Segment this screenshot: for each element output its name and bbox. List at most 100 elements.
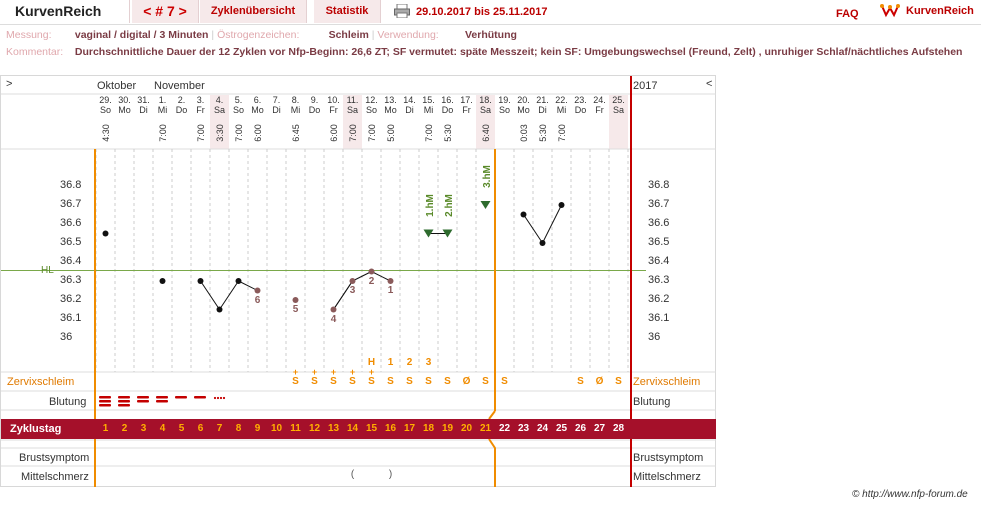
bleeding-mark [99,404,111,407]
day-header[interactable]: 22. Mi [552,95,571,149]
day-header[interactable]: 5. So [229,95,248,149]
weekday: Di [405,105,414,115]
temp-axis-label-left: 36 [60,331,73,343]
measure-time: 3:30 [210,124,229,142]
temp-point [539,240,546,246]
day-number: 21. [536,95,549,105]
day-header[interactable]: 18. Sa [476,95,495,149]
cycle-day-cell: 7 [216,423,223,434]
spotting-mark [216,396,220,400]
bleeding-mark [156,400,168,403]
cycle-day-cell: 6 [197,423,204,434]
copyright-notice: © http://www.nfp-forum.de [852,489,968,500]
weekday: So [232,105,244,115]
kommentar-label: Kommentar: [6,46,64,58]
brand-title: KurvenReich [0,0,130,23]
ovulation-kink-low [488,438,496,487]
day-header[interactable]: 19. So [495,95,514,149]
statistics-button[interactable]: Statistik [314,0,381,23]
day-header[interactable]: 24. Fr [590,95,609,149]
day-number: 30. [118,95,131,105]
day-number: 12. [365,95,378,105]
cycle-day-cell: 1 [102,423,109,434]
cycle-day-cell: 9 [254,423,261,434]
measure-time-text: 7:00 [423,124,434,142]
cycle-overview-button[interactable]: Zyklenübersicht [200,0,307,23]
day-header[interactable]: 3. Fr [191,95,210,149]
day-header[interactable]: 2. Do [172,95,191,149]
day-header[interactable]: 11. Sa [343,95,362,149]
cervical-mucus-plus: + [349,367,356,377]
temp-segment [523,214,543,244]
spotting-mark [219,396,223,400]
bleeding-mark [118,396,130,399]
weekday: Di [272,105,281,115]
measure-time-text: 6:40 [480,124,491,142]
bleeding-mark [175,396,187,399]
temp-axis-label-right: 36.3 [648,274,670,286]
cycle-day-cell: 16 [384,423,397,434]
expand-right-toggle[interactable]: < [706,78,713,90]
high-temp-marker [423,229,434,238]
day-header[interactable]: 7. Di [267,95,286,149]
weekday: So [498,105,510,115]
weekday: Do [441,105,454,115]
cycle-navigator[interactable]: < # 7 > [132,0,199,23]
faq-link[interactable]: FAQ [836,8,859,20]
day-header[interactable]: 15. Mi [419,95,438,149]
bleeding-mark [137,400,149,403]
measure-time-text: 7:00 [195,124,206,142]
comment-info: Kommentar: Durchschnittliche Dauer der 1… [6,46,962,58]
temp-segment [219,280,239,310]
day-header[interactable]: 21. Di [533,95,552,149]
day-number: 24. [593,95,606,105]
measure-time: 5:30 [533,124,552,142]
day-header[interactable]: 4. Sa [210,95,229,149]
cycle-day-cell: 5 [178,423,185,434]
expand-left-toggle[interactable]: > [6,78,13,90]
day-header[interactable]: 16. Do [438,95,457,149]
weekday: Do [175,105,188,115]
day-header[interactable]: 8. Mi [286,95,305,149]
day-header[interactable]: 29. So [96,95,115,149]
measure-time: 6:40 [476,124,495,142]
day-header[interactable]: 6. Mo [248,95,267,149]
day-header[interactable]: 23. Do [571,95,590,149]
day-number: 10. [327,95,340,105]
day-header[interactable]: 13. Mo [381,95,400,149]
cycle-day-cell: 13 [327,423,340,434]
day-number: 15. [422,95,435,105]
mittel-row-label-left: Mittelschmerz [21,471,89,483]
print-icon[interactable] [394,4,410,18]
day-header[interactable]: 14. Di [400,95,419,149]
cervical-mucus-mark: S [292,376,299,387]
cycle-day-cell: 20 [460,423,473,434]
ovulation-kink [488,410,496,420]
oestrogen-value: Schleim [328,29,369,41]
count-label: 2 [368,275,375,287]
measure-time: 6:45 [286,124,305,142]
measure-time: 5:30 [438,124,457,142]
temp-point [254,287,261,294]
weekday: Mo [517,105,530,115]
day-header[interactable]: 12. So [362,95,381,149]
day-header[interactable]: 20. Mo [514,95,533,149]
day-header[interactable]: 1. Mi [153,95,172,149]
day-number: 5. [234,95,243,105]
cycle-day-cell: 28 [612,423,625,434]
cervical-mucus-mark: S [406,376,413,387]
temp-axis-label-right: 36.6 [648,217,670,229]
spotting-mark [222,396,226,400]
weekday: Di [538,105,547,115]
mittelschmerz-mark: ) [388,469,393,480]
cervical-mucus-mark: S [615,376,622,387]
day-header[interactable]: 9. Do [305,95,324,149]
weekday: So [99,105,111,115]
day-header[interactable]: 17. Fr [457,95,476,149]
day-header[interactable]: 31. Di [134,95,153,149]
day-header[interactable]: 25. Sa [609,95,628,149]
cycle-chart: > < Oktober November 2017 HL 29. So 4:30 30… [0,75,716,487]
day-header[interactable]: 30. Mo [115,95,134,149]
weekend-shade [476,95,495,149]
day-header[interactable]: 10. Fr [324,95,343,149]
